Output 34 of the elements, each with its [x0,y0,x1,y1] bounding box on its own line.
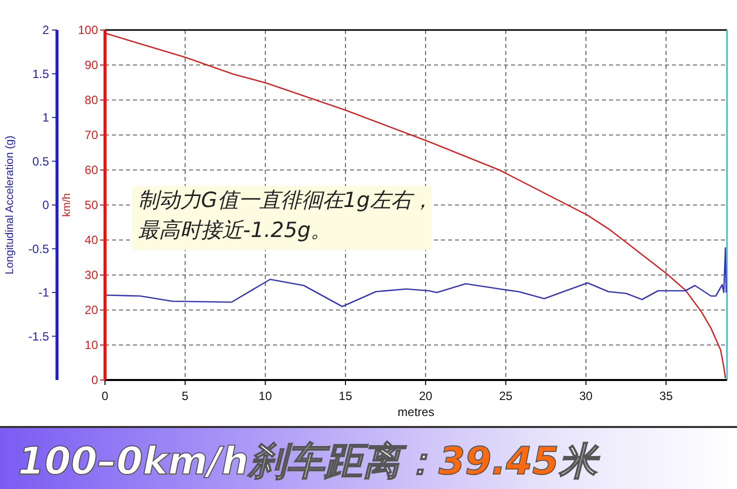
y-tick-label: 0 [91,373,98,387]
y2-tick-label: 0.5 [32,154,50,168]
y-tick-label: 80 [84,93,98,107]
x-axis-title: metres [398,405,434,419]
y2-tick-label: -0.5 [28,242,50,256]
x-tick-label: 30 [579,389,593,403]
x-tick-label: 0 [102,389,109,403]
y-tick-label: 10 [84,338,98,352]
x-tick-label: 15 [338,389,352,403]
y-axis-title: km/h [61,193,73,217]
x-tick-label: 20 [418,389,433,403]
y-tick-label: 40 [84,233,98,247]
annotation: 制动力G值一直徘徊在1g左右， [138,188,433,212]
annotation: 最高时接近-1.25g。 [138,218,332,242]
y-tick-label: 60 [84,163,98,177]
y-tick-label: 30 [84,268,98,282]
x-tick-label: 25 [499,389,513,403]
x-tick-label: 10 [258,389,272,403]
y2-tick-label: 2 [42,23,50,37]
text: 100–0km/h刹车距离：39.45米 [18,439,601,483]
y-tick-label: 90 [84,58,98,72]
y2-tick-label: -1.5 [28,329,50,344]
y2-axis-title: Longitudinal Acceleration (g) [4,136,16,274]
line-series [104,247,727,308]
x-tick-label: 35 [659,389,674,403]
y-tick-label: 50 [84,198,98,212]
x-tick-label: 5 [182,389,189,403]
y2-tick-label: 0 [42,198,50,212]
y2-tick-label: -1 [38,286,50,300]
y2-tick-label: 1.5 [32,66,50,81]
y-tick-label: 70 [84,128,98,142]
y-tick-label: 20 [84,303,98,317]
y2-tick-label: 1 [42,110,50,124]
y-tick-label: 100 [78,23,98,37]
